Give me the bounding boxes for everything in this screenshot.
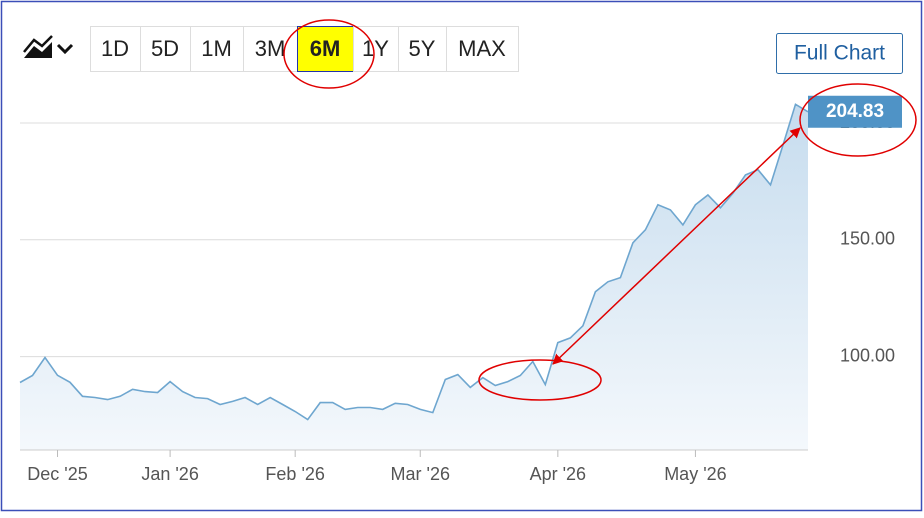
- x-tick-label: Mar '26: [391, 464, 450, 484]
- range-button[interactable]: MAX: [446, 26, 519, 72]
- button-frame: [297, 26, 354, 72]
- range-buttons: 1D 5D 1M 3M 6M 1Y 5Y MAX: [90, 26, 519, 72]
- button-frame: [776, 33, 903, 74]
- button-label: MAX: [458, 36, 506, 61]
- button-frame: [243, 26, 298, 72]
- button-frame: [446, 26, 519, 72]
- range-button[interactable]: 1Y: [353, 26, 399, 72]
- range-button[interactable]: 5D: [140, 26, 191, 72]
- button-label: 5D: [151, 36, 179, 61]
- x-tick-label: Dec '25: [27, 464, 87, 484]
- dropdown-caret: [56, 43, 74, 55]
- highlight-ellipse: [283, 19, 375, 89]
- range-button[interactable]: 1M: [190, 26, 244, 72]
- last-price-label: 204.83: [826, 101, 884, 122]
- y-tick-label: 150.00: [840, 229, 895, 249]
- full-chart-button[interactable]: Full Chart: [776, 33, 903, 74]
- button-label: 3M: [255, 36, 286, 61]
- range-button[interactable]: 3M: [243, 26, 298, 72]
- button-frame: [90, 26, 141, 72]
- button-frame: [190, 26, 244, 72]
- button-label: 5Y: [409, 36, 436, 61]
- annotation-arrow: [552, 127, 801, 365]
- x-tick-label: Feb '26: [265, 464, 324, 484]
- button-label: 1M: [201, 36, 232, 61]
- button-frame: [398, 26, 447, 72]
- x-tick-label: Jan '26: [141, 464, 198, 484]
- range-button[interactable]: 1D: [90, 26, 141, 72]
- highlight-ellipse: [478, 359, 602, 401]
- button-label: 6M: [310, 36, 341, 61]
- button-label: Full Chart: [794, 42, 885, 65]
- highlight-ellipse: [799, 83, 917, 157]
- x-tick-label: May '26: [664, 464, 726, 484]
- chart-type-menu[interactable]: [23, 35, 74, 58]
- button-label: 1Y: [362, 36, 389, 61]
- last-price-box: [808, 95, 902, 128]
- x-tick-label: Apr '26: [530, 464, 586, 484]
- button-label: 1D: [101, 36, 129, 61]
- range-button[interactable]: 5Y: [398, 26, 447, 72]
- y-tick-label: 100.00: [840, 345, 895, 365]
- chart-icon-line: [23, 35, 53, 53]
- button-frame: [140, 26, 191, 72]
- chart-icon: [24, 42, 52, 58]
- range-button[interactable]: 6M: [297, 26, 354, 72]
